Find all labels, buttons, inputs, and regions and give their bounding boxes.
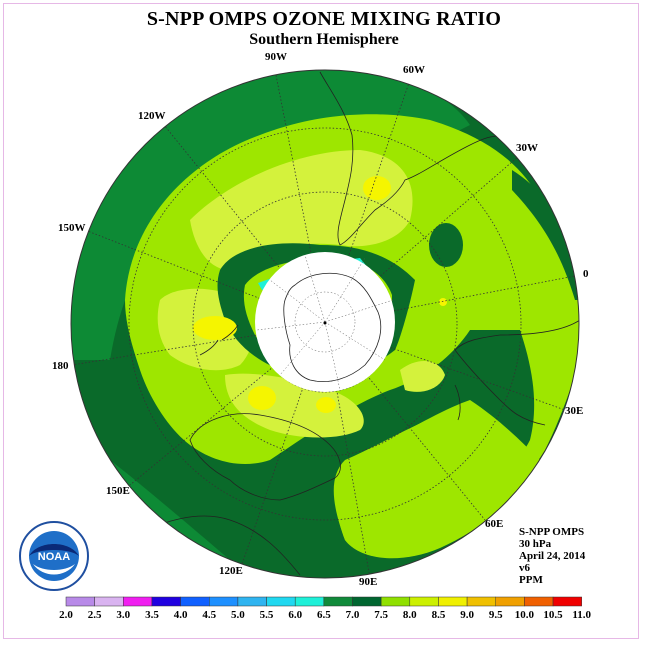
lon-label-120e: 120E: [219, 565, 243, 577]
ozone-max-yellow-1: [193, 316, 237, 340]
lon-label-60e: 60E: [485, 518, 504, 530]
colorbar-swatch: [294, 596, 325, 607]
ozone-max-yellow-5: [439, 298, 447, 306]
ozone-field-dark-east-arm: [512, 170, 579, 300]
colorbar-swatch: [495, 596, 525, 607]
lon-label-180: 180: [52, 360, 69, 372]
colorbar-swatch: [237, 596, 267, 607]
colorbar-label: 4.0: [174, 609, 188, 621]
ozone-max-yellow-2: [248, 386, 276, 410]
colorbar-swatch: [323, 596, 353, 607]
colorbar-label: 5.5: [260, 609, 274, 621]
info-units: PPM: [519, 574, 543, 586]
coastline-africa: [454, 319, 579, 426]
colorbar-swatch: [352, 596, 382, 607]
colorbar-label: 3.0: [116, 609, 130, 621]
colorbar-label: 8.0: [403, 609, 417, 621]
coastline-antarctica: [283, 272, 382, 382]
colorbar-swatch: [151, 596, 181, 607]
ozone-field-green-nw: [71, 70, 470, 360]
colorbar-label: 4.5: [202, 609, 216, 621]
colorbar-label: 8.5: [432, 609, 446, 621]
colorbar-swatch: [438, 596, 468, 607]
lon-label-30e: 30E: [565, 405, 584, 417]
info-date: April 24, 2014: [519, 550, 586, 562]
lon-label-90w: 90W: [265, 51, 287, 63]
ozone-max-yellow-4: [363, 176, 391, 200]
lon-label-0: 0: [583, 268, 589, 280]
lon-label-30w: 30W: [516, 142, 538, 154]
colorbar-swatch: [552, 596, 582, 607]
info-product: S-NPP OMPS: [519, 526, 585, 538]
colorbar-swatch: [65, 596, 95, 607]
ozone-field-dark-island: [429, 223, 463, 267]
ozone-field-yellowgreen-north: [190, 150, 413, 270]
colorbar-label: 6.5: [317, 609, 331, 621]
map-boundary: [70, 69, 580, 579]
colorbar-label: 10.5: [543, 609, 563, 621]
colorbar-swatch: [524, 596, 554, 607]
colorbar-label: 7.0: [346, 609, 360, 621]
coastline-australia: [189, 413, 341, 501]
colorbar-label: 2.5: [88, 609, 102, 621]
lon-label-90e: 90E: [359, 576, 378, 588]
colorbar: 2.0 2.5 3.0 3.5 4.0 4.5 5.0 5.5 6.0 6.5 7.0 7.5 8.0 8…: [59, 596, 592, 621]
colorbar-label: 5.0: [231, 609, 245, 621]
ozone-field-yellowgreen-east: [400, 360, 445, 392]
noaa-logo: NOAA: [19, 521, 89, 591]
info-version: v6: [519, 562, 530, 574]
colorbar-swatch: [94, 596, 124, 607]
lon-label-60w: 60W: [403, 64, 425, 76]
colorbar-labels: 2.0 2.5 3.0 3.5 4.0 4.5 5.0 5.5 6.0 6.5 7.0 7.5 8.0 8…: [59, 609, 591, 621]
colorbar-label: 3.5: [145, 609, 159, 621]
ozone-max-yellow-3: [316, 397, 336, 413]
colorbar-swatch: [123, 596, 153, 607]
lon-label-150w: 150W: [58, 222, 86, 234]
map-title: S-NPP OMPS OZONE MIXING RATIO: [146, 8, 502, 30]
product-info: S-NPP OMPS 30 hPa April 24, 2014 v6 PPM: [519, 526, 585, 586]
colorbar-label: 7.5: [374, 609, 388, 621]
colorbar-swatch: [180, 596, 210, 607]
coastline-madagascar: [454, 384, 461, 421]
colorbar-label: 6.0: [288, 609, 302, 621]
colorbar-label: 9.5: [489, 609, 503, 621]
colorbar-swatch: [466, 596, 497, 607]
colorbar-swatch: [266, 596, 296, 607]
coastline-south-america: [319, 71, 521, 246]
colorbar-label: 9.0: [460, 609, 474, 621]
colorbar-swatches: [65, 596, 582, 607]
colorbar-label: 10.0: [515, 609, 535, 621]
lon-label-150e: 150E: [106, 485, 130, 497]
noaa-logo-text: NOAA: [38, 551, 70, 563]
colorbar-label: 2.0: [59, 609, 73, 621]
figure-frame: [3, 3, 639, 639]
colorbar-label: 11.0: [572, 609, 591, 621]
colorbar-swatch: [209, 596, 239, 607]
info-level: 30 hPa: [519, 538, 552, 550]
colorbar-swatch: [409, 596, 439, 607]
map-subtitle: Southern Hemisphere: [249, 31, 399, 48]
colorbar-swatch: [380, 596, 411, 607]
lon-label-120w: 120W: [138, 110, 166, 122]
